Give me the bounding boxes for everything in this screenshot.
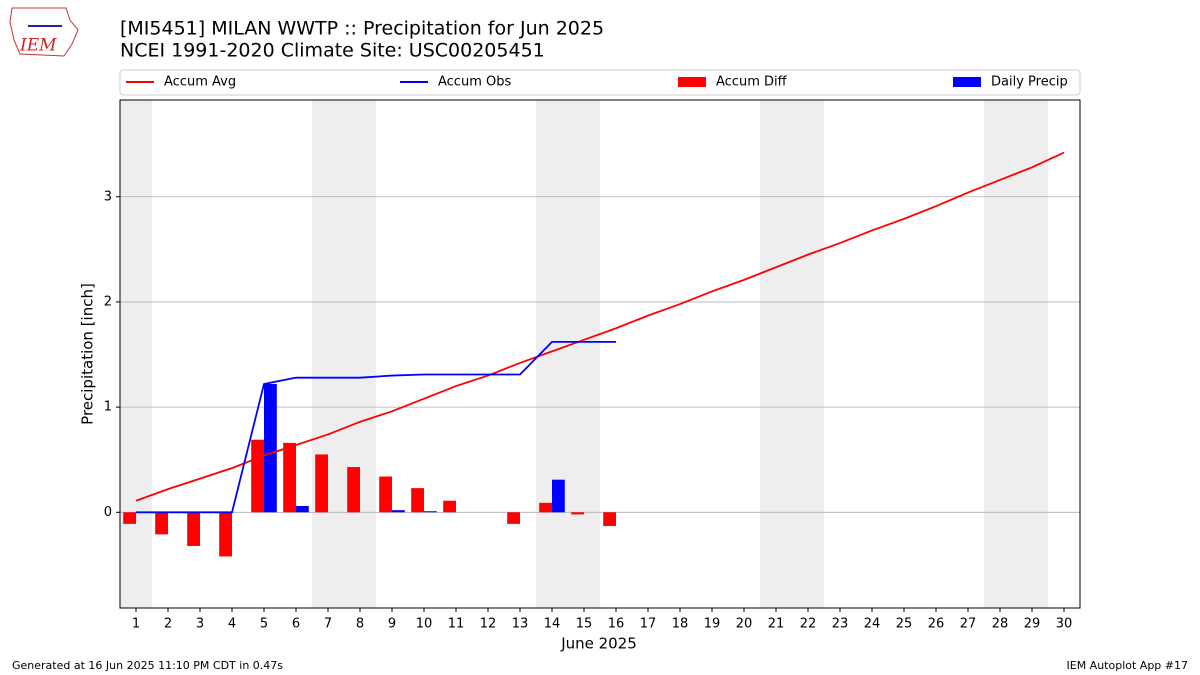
bar [552,479,565,513]
x-tick-label: 20 [736,617,753,632]
footer-right: IEM Autoplot App #17 [1067,659,1189,672]
y-tick-label: 0 [104,505,112,520]
x-tick-label: 15 [576,617,593,632]
x-tick-label: 30 [1056,617,1073,632]
bar [603,512,616,526]
x-tick-label: 28 [992,617,1009,632]
weekend-shade [312,100,376,608]
bar [507,512,520,524]
logo-text: IEM [19,36,57,56]
weekend-shade [760,100,824,608]
x-tick-label: 22 [800,617,817,632]
x-tick-label: 14 [544,617,561,632]
bar [219,512,232,557]
x-tick-label: 12 [480,617,497,632]
y-axis-label: Precipitation [inch] [79,283,97,425]
x-tick-label: 17 [640,617,657,632]
x-tick-label: 25 [896,617,913,632]
bar [347,467,360,513]
bar [443,500,456,513]
x-tick-label: 16 [608,617,625,632]
bar [392,510,405,513]
y-tick-label: 1 [104,400,112,415]
weekend-shade [984,100,1048,608]
y-tick-label: 2 [104,294,112,309]
x-tick-label: 7 [324,617,332,632]
x-tick-label: 23 [832,617,849,632]
x-tick-label: 21 [768,617,785,632]
bar [264,383,277,513]
line [136,341,616,514]
bar [283,442,296,513]
bar [315,454,328,513]
bar [187,512,200,546]
bar [539,502,552,513]
legend-box [119,69,1081,96]
plot-frame [119,99,1081,609]
x-tick-label: 8 [356,617,364,632]
bar [411,488,424,513]
bar [379,476,392,513]
x-tick-label: 10 [416,617,433,632]
legend-swatch [953,77,981,87]
x-tick-label: 13 [512,617,529,632]
x-tick-label: 26 [928,617,945,632]
x-tick-label: 18 [672,617,689,632]
bar [123,512,136,524]
x-tick-label: 11 [448,617,465,632]
bar [251,439,264,513]
x-tick-label: 5 [260,617,268,632]
legend-label: Accum Obs [438,75,511,90]
x-tick-label: 29 [1024,617,1041,632]
weekend-shade [120,100,152,608]
chart-subtitle: NCEI 1991-2020 Climate Site: USC00205451 [120,40,545,62]
bar [424,511,437,513]
line [135,151,1065,502]
x-tick-label: 19 [704,617,721,632]
legend-swatch [678,77,706,87]
bar [571,512,584,515]
x-axis-label: June 2025 [560,635,637,653]
legend-label: Accum Diff [716,75,788,90]
x-tick-label: 6 [292,617,300,632]
x-tick-label: 3 [196,617,204,632]
legend-label: Daily Precip [991,75,1068,90]
y-tick-label: 3 [104,189,112,204]
bar [155,512,168,535]
x-tick-label: 2 [164,617,172,632]
logo: IEM [9,7,79,57]
chart-title: [MI5451] MILAN WWTP :: Precipitation for… [120,18,604,40]
x-tick-label: 4 [228,617,236,632]
x-tick-label: 9 [388,617,396,632]
x-tick-label: 27 [960,617,977,632]
x-tick-label: 24 [864,617,881,632]
x-tick-label: 1 [132,617,140,632]
bar [296,505,309,513]
footer-left: Generated at 16 Jun 2025 11:10 PM CDT in… [12,659,283,672]
legend-label: Accum Avg [164,75,236,90]
